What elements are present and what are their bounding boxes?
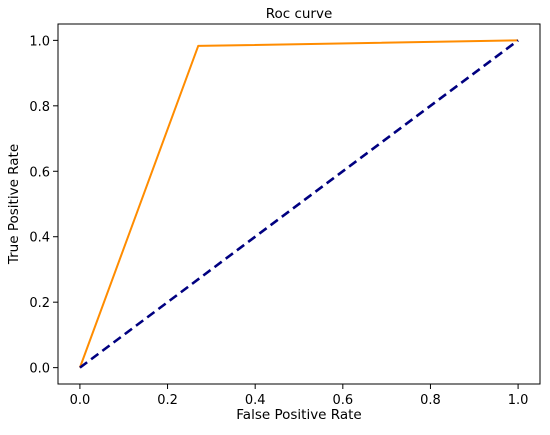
y-axis-ticks: 0.0 0.2 0.4 0.6 0.8 1.0 (29, 34, 58, 377)
y-axis-label: True Positive Rate (6, 144, 22, 265)
x-tick-label: 0.8 (420, 393, 441, 408)
chart-title: Roc curve (266, 6, 333, 22)
y-tick-label: 0.4 (29, 231, 50, 246)
x-tick-label: 0.6 (332, 393, 353, 408)
x-tick-label: 1.0 (508, 393, 529, 408)
x-tick-label: 0.4 (245, 393, 266, 408)
series-layer (78, 39, 519, 369)
x-axis-label: False Positive Rate (236, 407, 361, 423)
y-tick-label: 0.2 (29, 296, 50, 311)
roc-curve-line (78, 39, 519, 368)
chance-diagonal-line (79, 39, 519, 369)
plot-area-frame (57, 23, 541, 385)
x-axis-ticks: 0.0 0.2 0.4 0.6 0.8 1.0 (70, 384, 529, 408)
x-tick-label: 0.0 (70, 393, 91, 408)
x-tick-label: 0.2 (157, 393, 178, 408)
y-tick-label: 1.0 (29, 34, 50, 49)
y-tick-label: 0.6 (29, 165, 50, 180)
y-tick-label: 0.8 (29, 100, 50, 115)
y-tick-label: 0.0 (29, 362, 50, 377)
